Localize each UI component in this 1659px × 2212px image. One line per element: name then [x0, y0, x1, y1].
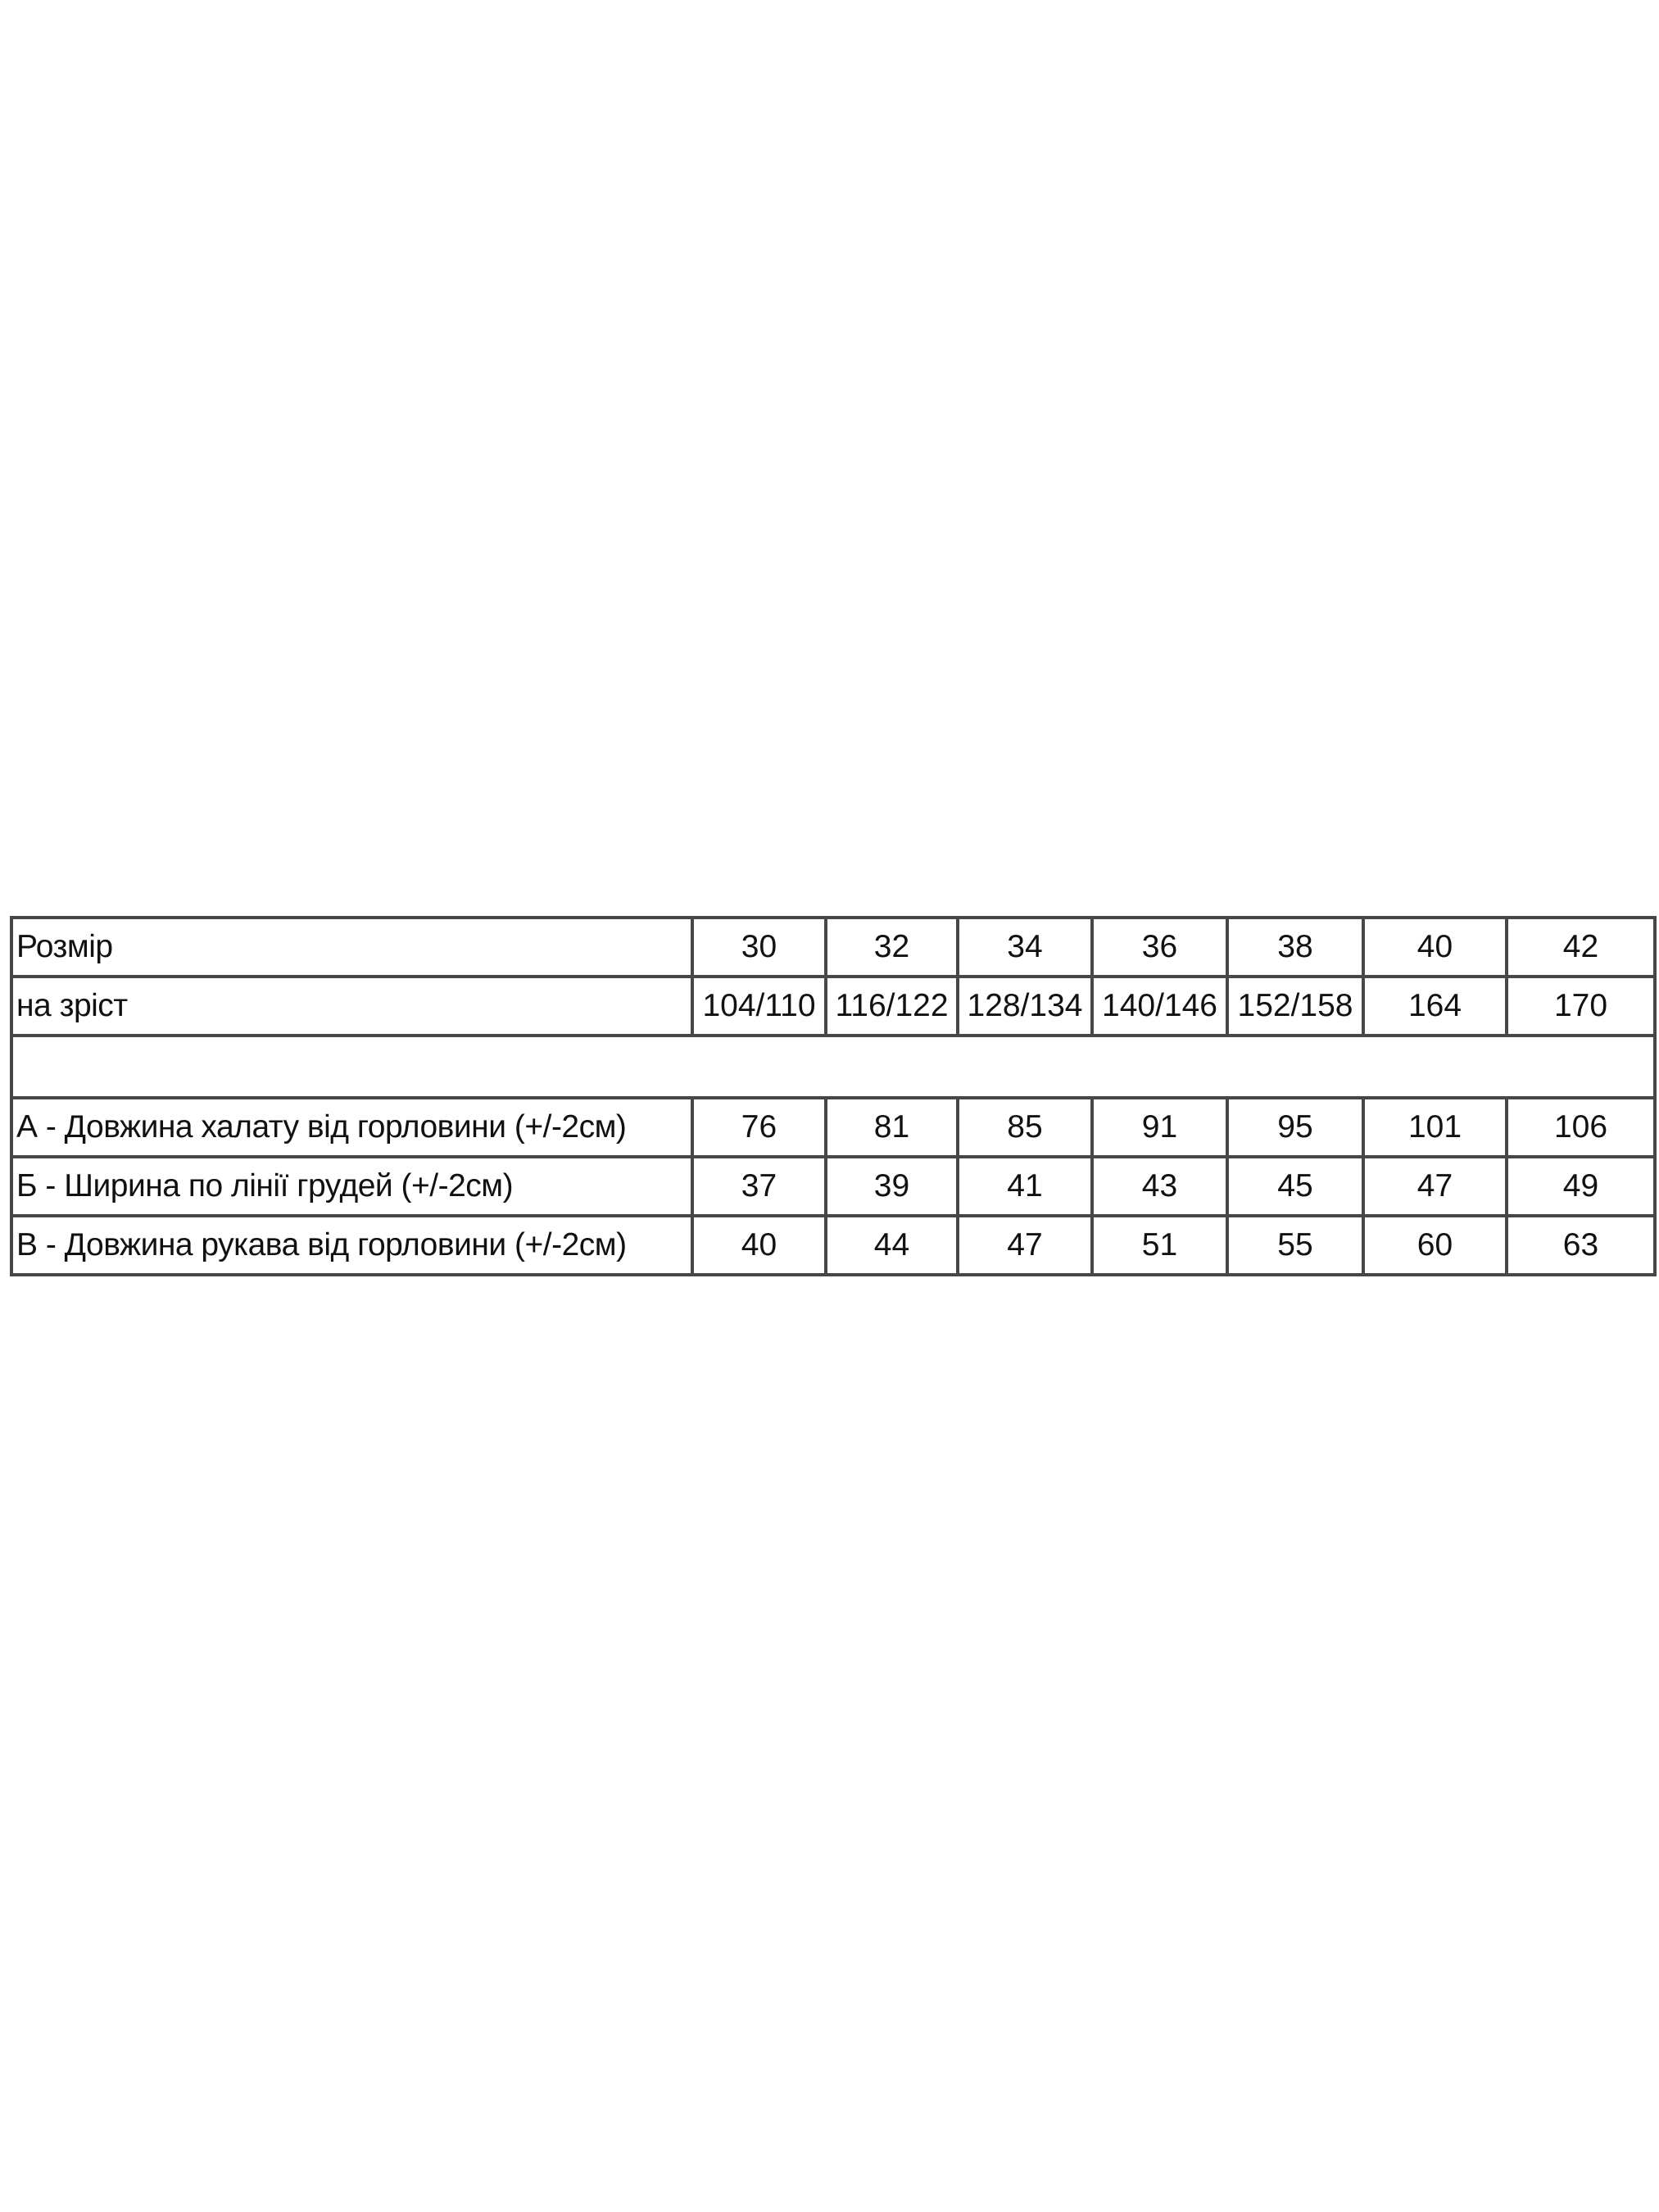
table-cell: 47	[1362, 1155, 1508, 1217]
size-chart-table: Розмір 30 32 34 36 38 40 42 на зріст 104/110 116/1…	[10, 916, 1657, 1276]
measurement-row: В - Довжина рукава від горловини (+/-2см…	[10, 1214, 1657, 1276]
row-label: А - Довжина халату від горловини (+/-2см…	[10, 1096, 694, 1158]
table-cell: 60	[1362, 1214, 1508, 1276]
empty-cell	[10, 1034, 1657, 1099]
table-cell: 45	[1226, 1155, 1365, 1217]
table-cell: 63	[1505, 1214, 1657, 1276]
table-cell: 116/122	[824, 975, 959, 1037]
table-cell: 170	[1505, 975, 1657, 1037]
measurement-row: Б - Ширина по лінії грудей (+/-2см) 37 39 4…	[10, 1155, 1657, 1217]
table-cell: 34	[956, 916, 1094, 978]
row-label: на зріст	[10, 975, 694, 1037]
table-cell: 106	[1505, 1096, 1657, 1158]
table-cell: 32	[824, 916, 959, 978]
table-cell: 104/110	[691, 975, 827, 1037]
row-label: В - Довжина рукава від горловини (+/-2см…	[10, 1214, 694, 1276]
table-cell: 91	[1090, 1096, 1229, 1158]
table-cell: 40	[691, 1214, 827, 1276]
table-cell: 30	[691, 916, 827, 978]
table-cell: 95	[1226, 1096, 1365, 1158]
table-cell: 140/146	[1090, 975, 1229, 1037]
height-row: на зріст 104/110 116/122 128/134 140/146 152/…	[10, 975, 1657, 1037]
table-cell: 42	[1505, 916, 1657, 978]
table-cell: 101	[1362, 1096, 1508, 1158]
table-cell: 38	[1226, 916, 1365, 978]
table-cell: 47	[956, 1214, 1094, 1276]
measurement-row: А - Довжина халату від горловини (+/-2см…	[10, 1096, 1657, 1158]
table-cell: 40	[1362, 916, 1508, 978]
table-cell: 164	[1362, 975, 1508, 1037]
table-cell: 39	[824, 1155, 959, 1217]
table-cell: 36	[1090, 916, 1229, 978]
table-cell: 44	[824, 1214, 959, 1276]
table-cell: 41	[956, 1155, 1094, 1217]
table-cell: 85	[956, 1096, 1094, 1158]
table-cell: 76	[691, 1096, 827, 1158]
table-cell: 51	[1090, 1214, 1229, 1276]
row-label: Розмір	[10, 916, 694, 978]
header-row: Розмір 30 32 34 36 38 40 42	[10, 916, 1657, 978]
table-cell: 43	[1090, 1155, 1229, 1217]
table-cell: 49	[1505, 1155, 1657, 1217]
table-cell: 55	[1226, 1214, 1365, 1276]
spacer-row	[10, 1034, 1657, 1099]
table-cell: 37	[691, 1155, 827, 1217]
table-cell: 81	[824, 1096, 959, 1158]
row-label: Б - Ширина по лінії грудей (+/-2см)	[10, 1155, 694, 1217]
table-cell: 128/134	[956, 975, 1094, 1037]
table-cell: 152/158	[1226, 975, 1365, 1037]
